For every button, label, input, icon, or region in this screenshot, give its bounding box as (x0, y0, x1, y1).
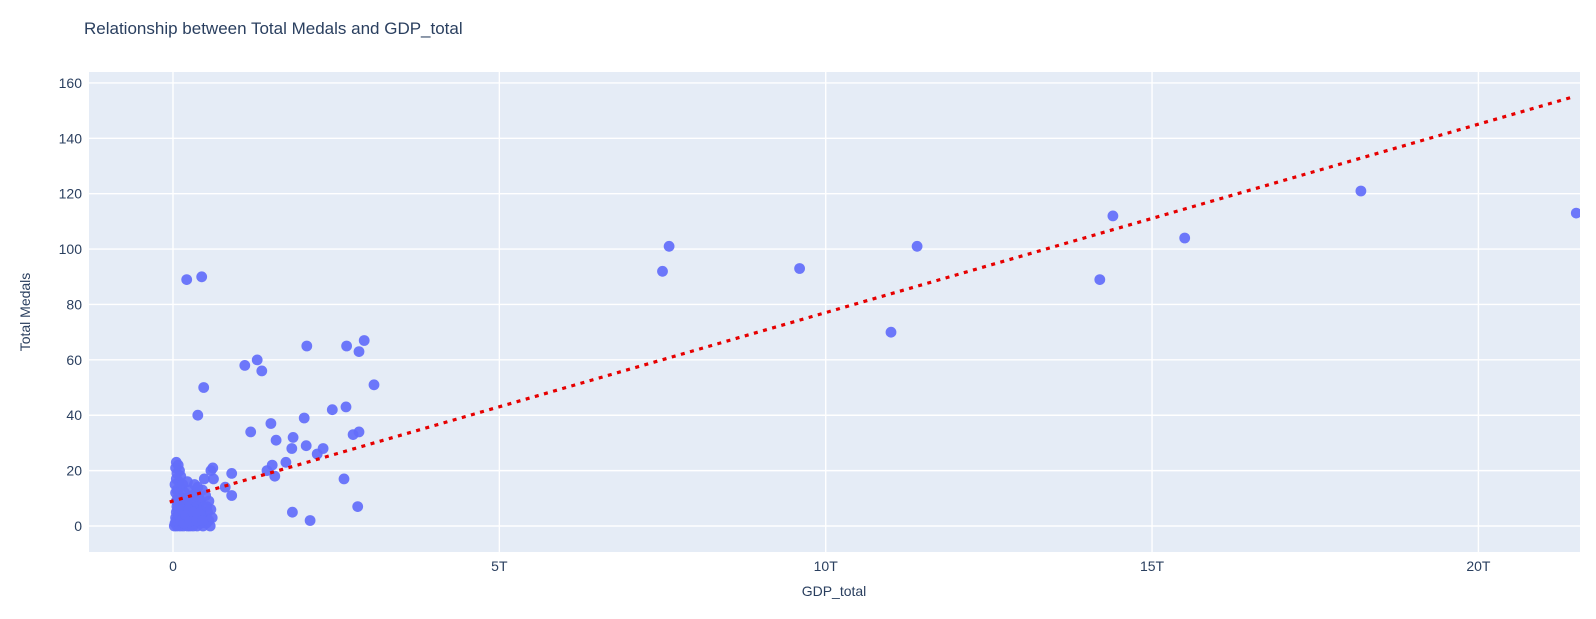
scatter-point[interactable] (1107, 210, 1119, 222)
y-axis-title: Total Medals (17, 273, 33, 352)
scatter-point[interactable] (181, 274, 193, 285)
scatter-point[interactable] (663, 240, 675, 252)
y-tick-label: 120 (59, 186, 83, 202)
scatter-point[interactable] (341, 340, 352, 352)
scatter-point[interactable] (245, 426, 257, 438)
scatter-point[interactable] (196, 271, 208, 283)
scatter-point[interactable] (304, 515, 316, 526)
scatter-point[interactable] (266, 459, 278, 471)
scatter-point[interactable] (239, 360, 251, 371)
x-tick-label: 20T (1466, 558, 1491, 574)
scatter-point[interactable] (204, 520, 216, 532)
scatter-point[interactable] (205, 465, 217, 476)
scatter-point[interactable] (251, 354, 263, 366)
x-tick-label: 5T (491, 558, 508, 574)
scatter-point[interactable] (287, 432, 299, 443)
scatter-point[interactable] (338, 473, 350, 485)
scatter-point[interactable] (287, 506, 298, 518)
scatter-point[interactable] (226, 490, 238, 501)
y-tick-label: 160 (59, 75, 83, 91)
scatter-point[interactable] (657, 265, 668, 277)
scatter-point[interactable] (311, 448, 323, 460)
scatter-point[interactable] (353, 426, 365, 438)
scatter-point[interactable] (358, 335, 370, 346)
scatter-point[interactable] (1355, 185, 1367, 197)
x-tick-label: 15T (1140, 558, 1165, 574)
scatter-point[interactable] (340, 401, 352, 413)
scatter-point[interactable] (226, 468, 238, 479)
scatter-point[interactable] (280, 456, 292, 468)
scatter-point[interactable] (208, 473, 219, 485)
scatter-point[interactable] (300, 440, 312, 452)
x-tick-label: 0 (169, 558, 177, 574)
scatter-point[interactable] (1179, 232, 1191, 244)
scatter-point[interactable] (353, 346, 365, 357)
y-tick-label: 20 (66, 463, 82, 479)
scatter-point[interactable] (192, 409, 204, 421)
scatter-point[interactable] (270, 434, 282, 446)
scatter-point[interactable] (1570, 207, 1582, 219)
scatter-point[interactable] (205, 504, 217, 515)
scatter-point[interactable] (298, 412, 310, 424)
scatter-point[interactable] (368, 379, 380, 391)
scatter-point[interactable] (198, 473, 210, 485)
scatter-point[interactable] (197, 515, 208, 526)
scatter-point[interactable] (192, 481, 204, 493)
scatter-point[interactable] (885, 326, 897, 338)
y-tick-label: 140 (59, 130, 83, 146)
scatter-point[interactable] (206, 512, 218, 524)
plot-background[interactable] (89, 72, 1580, 552)
scatter-point[interactable] (256, 365, 268, 377)
scatter-point[interactable] (1094, 274, 1106, 285)
scatter-point[interactable] (301, 340, 313, 352)
y-tick-label: 0 (74, 518, 82, 534)
y-tick-label: 60 (66, 352, 82, 368)
scatter-point[interactable] (286, 443, 298, 454)
scatter-point[interactable] (911, 240, 923, 252)
scatter-point[interactable] (794, 263, 805, 274)
x-axis-title: GDP_total (802, 583, 867, 599)
x-tick-label: 10T (814, 558, 839, 574)
y-tick-label: 40 (66, 407, 82, 423)
y-tick-label: 100 (59, 241, 83, 257)
y-tick-label: 80 (66, 296, 82, 312)
scatter-point[interactable] (198, 382, 210, 393)
scatter-point[interactable] (352, 501, 364, 512)
trendline[interactable] (169, 95, 1573, 504)
scatter-point[interactable] (326, 404, 338, 416)
chart-title: Relationship between Total Medals and GD… (84, 19, 463, 38)
scatter-point[interactable] (265, 418, 277, 429)
